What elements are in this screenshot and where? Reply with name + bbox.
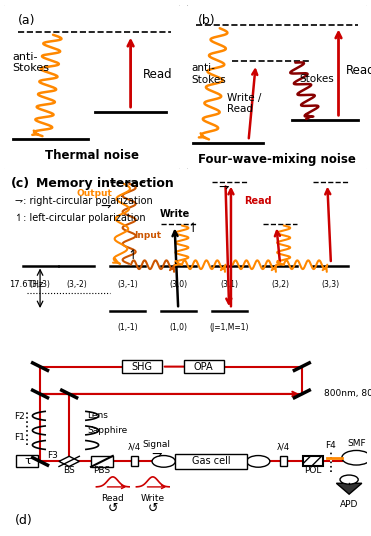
Text: (d): (d) (14, 514, 32, 527)
Text: anti-
Stokes: anti- Stokes (191, 63, 226, 85)
Text: ⇁: ⇁ (218, 181, 229, 193)
Text: Write /
Read: Write / Read (227, 93, 261, 114)
Text: (3,0): (3,0) (169, 280, 187, 288)
Text: (3,-3): (3,-3) (30, 280, 50, 288)
Text: Lens: Lens (87, 411, 108, 420)
Bar (122, 360, 162, 373)
Text: ↺: ↺ (148, 502, 158, 516)
Text: ⇁: right-circular polarization: ⇁: right-circular polarization (14, 196, 152, 206)
Text: SMF: SMF (347, 439, 366, 448)
Circle shape (152, 456, 175, 467)
FancyBboxPatch shape (2, 4, 182, 170)
Text: (3,-1): (3,-1) (117, 280, 138, 288)
Text: (3,1): (3,1) (220, 280, 238, 288)
FancyBboxPatch shape (186, 4, 369, 170)
Text: F4: F4 (326, 441, 336, 450)
Text: (b): (b) (198, 13, 216, 27)
Text: Four-wave-mixing noise: Four-wave-mixing noise (198, 153, 356, 166)
Text: APD: APD (340, 500, 358, 509)
Polygon shape (91, 456, 113, 467)
Text: (1,0): (1,0) (169, 323, 187, 332)
Text: (a): (a) (18, 13, 35, 27)
Text: F3: F3 (47, 451, 58, 460)
Bar (175, 454, 247, 468)
Text: F2: F2 (14, 413, 25, 421)
Text: SHG: SHG (131, 362, 152, 371)
Text: POL: POL (304, 466, 321, 475)
Text: ⇁: ⇁ (100, 200, 111, 213)
Bar (16, 456, 38, 467)
Circle shape (342, 450, 371, 465)
Text: Write: Write (160, 209, 190, 219)
Text: (1,-1): (1,-1) (117, 323, 138, 332)
Text: (J=1,M=1): (J=1,M=1) (209, 323, 249, 332)
Text: ↿: ↿ (128, 249, 138, 262)
Bar (280, 456, 287, 466)
Text: F1: F1 (14, 433, 26, 442)
Bar (131, 456, 138, 466)
Circle shape (247, 456, 270, 467)
Text: Output: Output (77, 189, 112, 198)
Polygon shape (336, 483, 362, 494)
Text: BS: BS (63, 466, 75, 475)
Text: Input: Input (135, 230, 162, 240)
Text: ↿: ↿ (187, 222, 198, 235)
Text: Read: Read (101, 495, 124, 503)
Text: 800nm, 80fs, 1kHz: 800nm, 80fs, 1kHz (324, 390, 371, 398)
Text: Read: Read (244, 196, 271, 206)
Text: τ: τ (24, 456, 31, 466)
Text: PBS: PBS (93, 466, 111, 475)
Text: ⇁: ⇁ (151, 448, 162, 461)
Bar (184, 360, 224, 373)
Text: Memory interaction: Memory interaction (36, 177, 174, 190)
Text: Read: Read (143, 68, 173, 80)
Text: (3,3): (3,3) (322, 280, 340, 288)
Text: (3,2): (3,2) (271, 280, 289, 288)
Text: λ/4: λ/4 (277, 443, 290, 452)
Text: Thermal noise: Thermal noise (45, 150, 139, 162)
Text: Stokes: Stokes (299, 74, 334, 84)
FancyBboxPatch shape (0, 169, 371, 347)
Text: ↺: ↺ (108, 502, 118, 516)
Text: ↿: left-circular polarization: ↿: left-circular polarization (14, 213, 145, 224)
Text: Write: Write (141, 495, 165, 503)
Text: (3,-2): (3,-2) (66, 280, 87, 288)
Text: OPA: OPA (194, 362, 213, 371)
Text: λ/4: λ/4 (128, 443, 141, 452)
Text: anti-
Stokes: anti- Stokes (13, 52, 49, 73)
Polygon shape (303, 456, 323, 466)
Polygon shape (59, 456, 79, 466)
Text: Sapphire: Sapphire (87, 426, 128, 435)
Text: Gas cell: Gas cell (192, 456, 230, 466)
Text: (c): (c) (11, 177, 30, 190)
Text: Signal: Signal (142, 440, 170, 449)
Circle shape (340, 475, 358, 484)
Text: Read: Read (346, 64, 371, 77)
Text: 17.6THz: 17.6THz (9, 280, 43, 289)
